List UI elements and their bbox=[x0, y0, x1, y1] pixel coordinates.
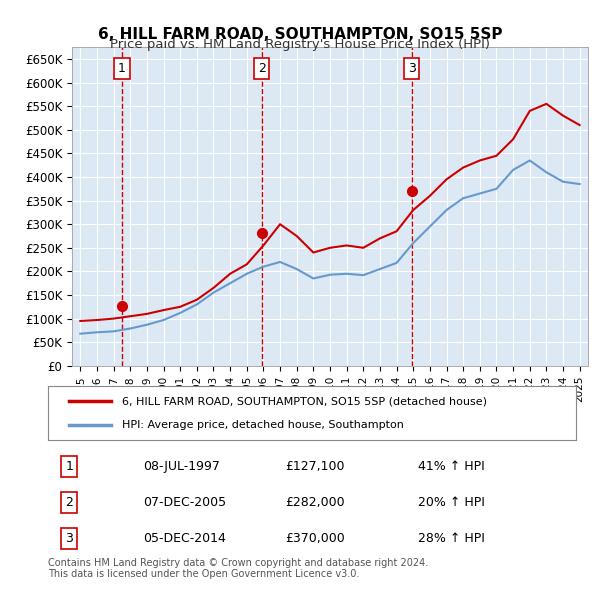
Text: Price paid vs. HM Land Registry's House Price Index (HPI): Price paid vs. HM Land Registry's House … bbox=[110, 38, 490, 51]
Text: 2: 2 bbox=[65, 496, 73, 509]
Text: £127,100: £127,100 bbox=[286, 460, 345, 473]
Text: 28% ↑ HPI: 28% ↑ HPI bbox=[418, 532, 484, 545]
Text: 1: 1 bbox=[118, 62, 126, 75]
Text: 20% ↑ HPI: 20% ↑ HPI bbox=[418, 496, 484, 509]
Text: 1: 1 bbox=[65, 460, 73, 473]
Text: 07-DEC-2005: 07-DEC-2005 bbox=[143, 496, 226, 509]
Text: 3: 3 bbox=[407, 62, 415, 75]
Text: 6, HILL FARM ROAD, SOUTHAMPTON, SO15 5SP (detached house): 6, HILL FARM ROAD, SOUTHAMPTON, SO15 5SP… bbox=[122, 396, 487, 407]
Text: £282,000: £282,000 bbox=[286, 496, 345, 509]
Text: HPI: Average price, detached house, Southampton: HPI: Average price, detached house, Sout… bbox=[122, 419, 404, 430]
Text: 6, HILL FARM ROAD, SOUTHAMPTON, SO15 5SP: 6, HILL FARM ROAD, SOUTHAMPTON, SO15 5SP bbox=[98, 27, 502, 41]
Text: 2: 2 bbox=[258, 62, 266, 75]
Text: £370,000: £370,000 bbox=[286, 532, 346, 545]
Text: 3: 3 bbox=[65, 532, 73, 545]
Text: Contains HM Land Registry data © Crown copyright and database right 2024.
This d: Contains HM Land Registry data © Crown c… bbox=[48, 558, 428, 579]
Text: 41% ↑ HPI: 41% ↑ HPI bbox=[418, 460, 484, 473]
Text: 05-DEC-2014: 05-DEC-2014 bbox=[143, 532, 226, 545]
Text: 08-JUL-1997: 08-JUL-1997 bbox=[143, 460, 220, 473]
